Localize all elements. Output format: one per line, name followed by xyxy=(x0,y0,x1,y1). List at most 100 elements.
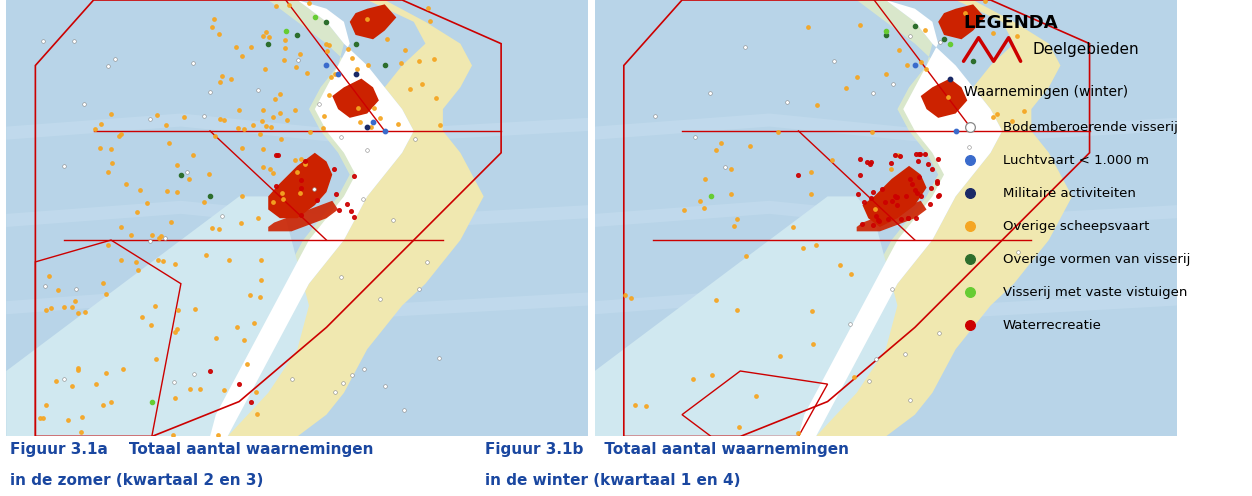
Point xyxy=(204,15,224,23)
Point xyxy=(860,160,880,168)
Point xyxy=(881,165,901,173)
Point xyxy=(64,37,84,45)
Point xyxy=(721,189,741,197)
Point xyxy=(721,165,741,173)
Point xyxy=(255,65,275,73)
Point xyxy=(394,406,414,414)
Point xyxy=(210,115,230,123)
Point xyxy=(98,62,118,70)
Point xyxy=(929,191,949,199)
Point xyxy=(1014,107,1034,115)
Point xyxy=(901,180,921,187)
Point xyxy=(292,155,312,163)
Point xyxy=(168,307,188,314)
Point xyxy=(1002,117,1022,125)
Point xyxy=(326,190,346,198)
Point xyxy=(888,201,908,209)
Point xyxy=(96,290,116,298)
Point xyxy=(374,127,394,135)
Point xyxy=(179,384,199,392)
Point xyxy=(209,30,229,38)
Point xyxy=(185,305,205,313)
Point xyxy=(344,214,364,222)
Point xyxy=(799,23,819,31)
Point xyxy=(674,206,694,214)
Point xyxy=(205,131,225,139)
Point xyxy=(243,121,263,129)
Point xyxy=(701,192,721,200)
Point xyxy=(232,192,252,200)
Point xyxy=(140,237,160,245)
Point xyxy=(267,2,287,10)
Point xyxy=(854,198,874,206)
Point xyxy=(895,350,915,358)
Point xyxy=(920,184,940,191)
Text: Bodemberoerende visserij: Bodemberoerende visserij xyxy=(1003,121,1177,134)
Point xyxy=(429,355,449,363)
Point xyxy=(928,192,948,200)
Point xyxy=(793,245,813,252)
Point xyxy=(357,15,377,23)
Point xyxy=(896,61,916,68)
Point xyxy=(101,159,121,167)
Point xyxy=(279,1,299,9)
Point xyxy=(905,62,925,69)
Point xyxy=(840,270,860,278)
Point xyxy=(295,157,316,165)
Polygon shape xyxy=(816,0,1072,436)
Point xyxy=(915,150,935,158)
Point xyxy=(155,235,175,243)
Point xyxy=(401,85,421,93)
Point xyxy=(146,111,167,119)
Point xyxy=(724,222,744,230)
Point xyxy=(113,366,133,373)
Point xyxy=(253,145,273,153)
Point xyxy=(879,215,899,223)
Point xyxy=(232,52,252,60)
Point xyxy=(265,95,285,103)
Point xyxy=(219,255,239,263)
Point xyxy=(270,135,290,143)
Point xyxy=(58,416,78,424)
Point xyxy=(141,398,162,406)
Point xyxy=(290,50,310,58)
Point xyxy=(234,336,254,344)
Point xyxy=(329,206,349,214)
Polygon shape xyxy=(6,288,588,318)
Point xyxy=(177,168,197,176)
Point xyxy=(900,396,920,404)
Point xyxy=(110,223,130,231)
Point xyxy=(348,104,368,112)
Point xyxy=(259,33,279,41)
Point xyxy=(863,188,883,196)
Point xyxy=(836,83,856,91)
Point xyxy=(338,45,358,53)
Point xyxy=(290,189,310,197)
Point xyxy=(85,380,105,388)
Point xyxy=(263,169,283,177)
Polygon shape xyxy=(268,201,338,231)
Point xyxy=(782,223,803,231)
Point xyxy=(346,70,366,78)
Point xyxy=(66,285,86,293)
Point xyxy=(253,106,273,114)
Point xyxy=(74,100,94,108)
Point xyxy=(374,62,394,69)
Point xyxy=(194,112,214,120)
Point xyxy=(866,212,886,220)
Point xyxy=(885,192,905,200)
Point xyxy=(46,377,66,385)
Point xyxy=(111,130,131,138)
Point xyxy=(116,180,136,188)
Point xyxy=(885,151,905,159)
Point xyxy=(417,258,437,266)
Text: Militaire activiteiten: Militaire activiteiten xyxy=(1003,186,1136,200)
Polygon shape xyxy=(863,166,926,227)
Point xyxy=(61,303,81,311)
Point xyxy=(376,382,396,390)
Point xyxy=(101,398,121,406)
Polygon shape xyxy=(349,4,397,39)
Point xyxy=(145,302,165,310)
Point xyxy=(409,285,429,293)
Point xyxy=(167,187,187,195)
